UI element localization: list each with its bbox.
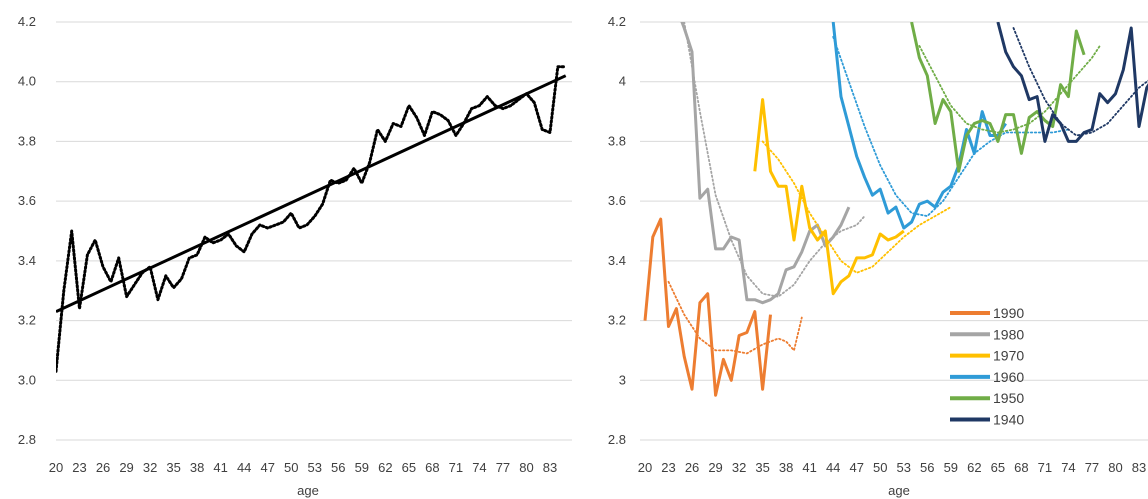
x-tick-label: 26 bbox=[96, 460, 110, 475]
x-tick-label: 23 bbox=[661, 460, 675, 475]
x-tick-label: 47 bbox=[260, 460, 274, 475]
y-tick-label: 3.2 bbox=[18, 313, 36, 328]
y-tick-label: 4.0 bbox=[18, 74, 36, 89]
y-tick-label: 3.8 bbox=[608, 133, 626, 148]
y-tick-label: 3.4 bbox=[18, 253, 36, 268]
x-tick-label: 47 bbox=[849, 460, 863, 475]
x-axis-title: age bbox=[888, 483, 910, 498]
x-tick-label: 59 bbox=[355, 460, 369, 475]
x-tick-label: 62 bbox=[967, 460, 981, 475]
legend-label-1960: 1960 bbox=[993, 369, 1024, 385]
x-tick-label: 80 bbox=[1108, 460, 1122, 475]
legend-label-1980: 1980 bbox=[993, 326, 1024, 342]
x-tick-label: 59 bbox=[944, 460, 958, 475]
x-tick-label: 50 bbox=[284, 460, 298, 475]
series-line-series-2 bbox=[56, 74, 567, 313]
x-tick-label: 83 bbox=[1132, 460, 1146, 475]
trend-line-1970 bbox=[761, 140, 952, 274]
series-group bbox=[56, 65, 568, 373]
x-tick-label: 56 bbox=[331, 460, 345, 475]
series-group bbox=[643, 22, 1148, 397]
x-tick-label: 74 bbox=[1061, 460, 1075, 475]
x-tick-label: 44 bbox=[237, 460, 251, 475]
x-tick-label: 44 bbox=[826, 460, 840, 475]
y-tick-label: 3.6 bbox=[608, 193, 626, 208]
trend-line-1980 bbox=[683, 22, 866, 298]
x-tick-label: 23 bbox=[72, 460, 86, 475]
y-tick-label: 3 bbox=[619, 372, 626, 387]
x-tick-label: 77 bbox=[1085, 460, 1099, 475]
x-tick-label: 56 bbox=[920, 460, 934, 475]
legend-label-1950: 1950 bbox=[993, 390, 1024, 406]
x-tick-label: 41 bbox=[213, 460, 227, 475]
y-tick-label: 3.6 bbox=[18, 193, 36, 208]
x-tick-label: 29 bbox=[119, 460, 133, 475]
y-tick-label: 3.4 bbox=[608, 253, 626, 268]
x-tick-label: 32 bbox=[143, 460, 157, 475]
trend-line-1950 bbox=[918, 45, 1101, 134]
x-tick-label: 20 bbox=[638, 460, 652, 475]
x-tick-label: 68 bbox=[1014, 460, 1028, 475]
trend-line-1960 bbox=[832, 36, 1070, 218]
chart-panel-1: 2.8 3.0 3.2 3.4 3.6 3.8 4.0 4.2 20 23 26 29 32 35 38 41… bbox=[18, 14, 572, 498]
x-tick-label: 83 bbox=[543, 460, 557, 475]
y-tick-label: 4.2 bbox=[608, 14, 626, 29]
y-tick-label: 2.8 bbox=[608, 432, 626, 447]
x-tick-label: 38 bbox=[779, 460, 793, 475]
x-tick-label: 53 bbox=[308, 460, 322, 475]
chart-panel-2: 2.8 3 3.2 3.4 3.6 3.8 4 4.2 20 23 26 29 32 35 38 41 44 47… bbox=[608, 14, 1148, 498]
y-tick-label: 3.8 bbox=[18, 133, 36, 148]
x-tick-label: 62 bbox=[378, 460, 392, 475]
series-line-series-1 bbox=[56, 65, 568, 373]
y-tick-label: 3.2 bbox=[608, 313, 626, 328]
x-tick-label: 32 bbox=[732, 460, 746, 475]
x-tick-label: 53 bbox=[897, 460, 911, 475]
x-tick-label: 26 bbox=[685, 460, 699, 475]
x-tick-label: 71 bbox=[449, 460, 463, 475]
legend-label-1940: 1940 bbox=[993, 412, 1024, 428]
x-tick-label: 68 bbox=[425, 460, 439, 475]
x-tick-label: 20 bbox=[49, 460, 63, 475]
series-line-1950 bbox=[910, 22, 1086, 173]
x-tick-label: 35 bbox=[755, 460, 769, 475]
series-line-1970 bbox=[753, 98, 905, 296]
trend-line-1990 bbox=[667, 280, 803, 355]
x-tick-label: 41 bbox=[802, 460, 816, 475]
x-tick-label: 74 bbox=[472, 460, 486, 475]
x-axis-title: age bbox=[297, 483, 319, 498]
series-line-1960 bbox=[831, 22, 1007, 230]
y-tick-label: 4.2 bbox=[18, 14, 36, 29]
trend-line-1940 bbox=[1012, 27, 1148, 137]
x-tick-label: 65 bbox=[402, 460, 416, 475]
series-line-1980 bbox=[680, 22, 851, 305]
legend: 1990 1980 1970 1960 1950 1940 bbox=[950, 305, 1024, 428]
x-tick-label: 71 bbox=[1038, 460, 1052, 475]
legend-label-1990: 1990 bbox=[993, 305, 1024, 321]
x-tick-label: 77 bbox=[496, 460, 510, 475]
series-line-1990 bbox=[643, 217, 772, 397]
y-tick-label: 2.8 bbox=[18, 432, 36, 447]
legend-label-1970: 1970 bbox=[993, 348, 1024, 364]
y-tick-label: 3.0 bbox=[18, 372, 36, 387]
x-tick-label: 35 bbox=[166, 460, 180, 475]
series-line-1940 bbox=[996, 22, 1148, 143]
x-tick-label: 29 bbox=[708, 460, 722, 475]
x-tick-label: 50 bbox=[873, 460, 887, 475]
x-tick-label: 65 bbox=[991, 460, 1005, 475]
y-tick-label: 4 bbox=[619, 74, 626, 89]
x-tick-label: 80 bbox=[519, 460, 533, 475]
x-tick-label: 38 bbox=[190, 460, 204, 475]
